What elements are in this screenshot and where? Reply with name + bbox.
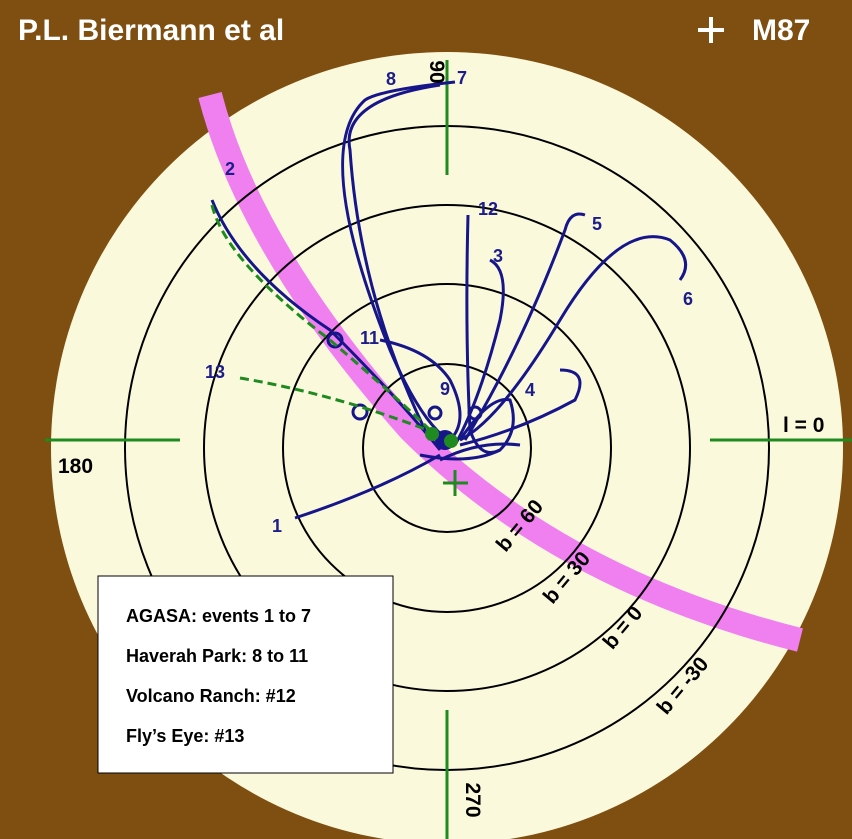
galactic-plane: [198, 91, 803, 652]
event-label: 5: [592, 214, 602, 234]
axis-label: l = 0: [783, 414, 824, 437]
green-trajectory: [239, 376, 441, 437]
legend-line: Volcano Ranch: #12: [126, 686, 296, 706]
event-label: 7: [457, 68, 467, 88]
m87-key: M87: [698, 14, 810, 47]
axis-label: 90: [425, 60, 448, 83]
legend-line: Fly’s Eye: #13: [126, 726, 244, 746]
trajectory: [210, 199, 442, 451]
green-trajectory: [210, 204, 434, 434]
axis-label: 180: [58, 455, 93, 478]
legend-line: Haverah Park: 8 to 11: [126, 646, 308, 666]
event-label: 6: [683, 289, 693, 309]
event-label: 8: [386, 69, 396, 89]
trajectory: [419, 442, 521, 462]
marker-label: M87: [752, 14, 810, 47]
event-label: 12: [478, 199, 498, 219]
axis-label: 270: [461, 782, 484, 817]
event-label: 1: [272, 516, 282, 536]
green-dot: [425, 427, 439, 441]
trajectory: [341, 80, 456, 442]
legend: AGASA: events 1 to 7 Haverah Park: 8 to …: [97, 575, 394, 774]
trajectories: [210, 80, 688, 520]
event-label: 9: [440, 379, 450, 399]
legend-line: AGASA: events 1 to 7: [126, 606, 311, 626]
ring: [282, 283, 612, 613]
trajectory: [347, 83, 441, 441]
trajectory: [459, 235, 688, 442]
event-origin: [326, 331, 344, 349]
legend-box: [97, 575, 394, 774]
event-origin: [351, 403, 369, 421]
trajectory: [459, 368, 582, 447]
event-label: 13: [205, 362, 225, 382]
event-origin: [467, 405, 483, 421]
title: P.L. Biermann et al: [18, 14, 284, 47]
green-dot: [444, 434, 458, 448]
event-labels: 1 2 3 4 5 6 7 8 9 11 12 13: [205, 68, 693, 536]
ring: [362, 363, 532, 533]
event-label: 2: [225, 159, 235, 179]
trajectory: [453, 258, 505, 446]
event-label: 11: [360, 328, 379, 348]
event-origin: [427, 405, 443, 421]
trajectory: [379, 338, 462, 442]
event-label: 3: [493, 246, 503, 266]
axis-lines: [45, 60, 852, 839]
trajectory: [463, 212, 586, 441]
event-label: 4: [525, 380, 535, 400]
ring: [203, 204, 691, 692]
trajectory: [294, 453, 441, 520]
